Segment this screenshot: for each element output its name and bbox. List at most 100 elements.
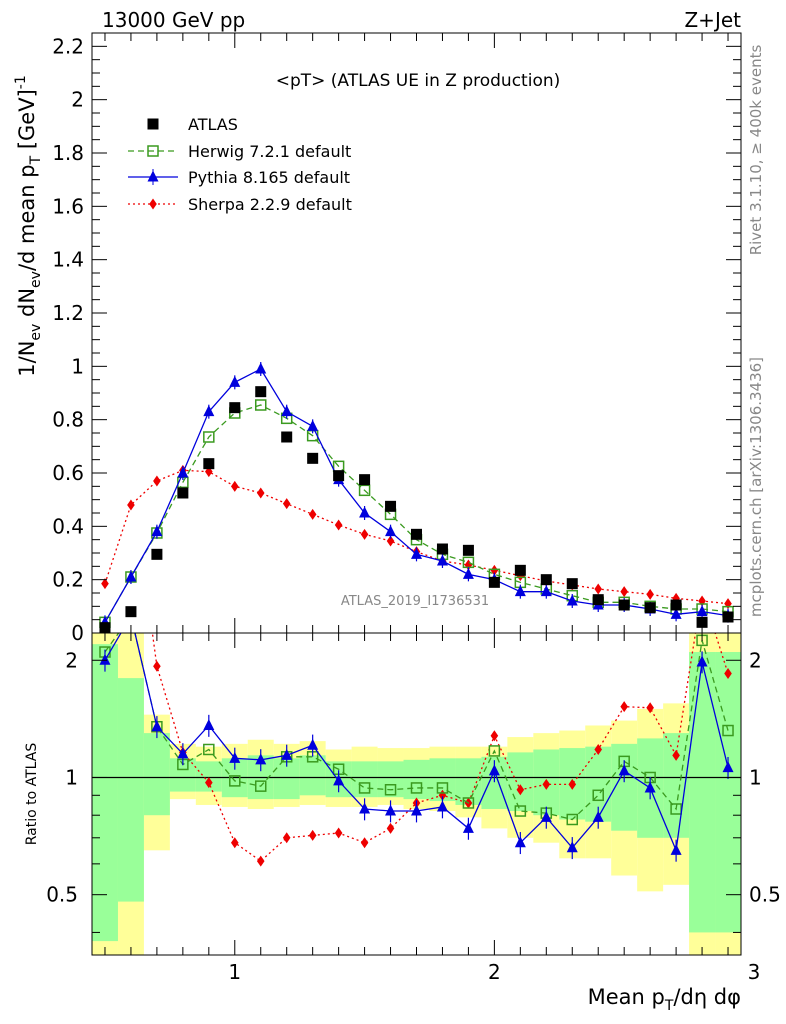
uncertainty-band-inner: [689, 652, 716, 933]
atlas-point: [411, 528, 422, 540]
atlas-point: [385, 500, 397, 512]
pythia-point: [255, 362, 267, 374]
ratio-y-tick-label: 1: [65, 765, 78, 789]
atlas-point: [566, 578, 578, 590]
atlas-point: [618, 599, 630, 611]
pythia-point: [462, 567, 474, 579]
pythia-point: [436, 554, 448, 566]
pythia-point: [203, 405, 215, 417]
legend-pythia-marker: [147, 170, 159, 182]
y-tick-label: 1: [71, 354, 84, 378]
atlas-point: [177, 487, 189, 499]
pythia-point: [307, 419, 319, 431]
ratio-herwig-point: [410, 782, 423, 794]
ratio-pythia-point: [540, 810, 552, 822]
ratio-herwig-point: [488, 745, 501, 757]
ratio-pythia-point: [436, 800, 448, 812]
pythia-point: [566, 594, 578, 606]
atlas-point: [592, 594, 604, 606]
y-tick-label: 2.2: [52, 34, 84, 58]
x-axis-label: Mean pT/dη dφ: [588, 985, 741, 1014]
sherpa-point: [334, 519, 343, 531]
pythia-point: [411, 547, 422, 559]
header-right: Z+Jet: [684, 8, 741, 32]
ratio-pythia-point: [566, 841, 578, 853]
atlas-point: [151, 548, 163, 560]
legend-atlas-label: ATLAS: [188, 115, 238, 134]
legend-sherpa-label: Sherpa 2.2.9 default: [188, 195, 352, 214]
ratio-pythia-point: [618, 764, 630, 776]
atlas-point: [203, 458, 215, 470]
pythia-point: [514, 585, 526, 597]
ratio-herwig-point: [462, 797, 475, 809]
uncertainty-band-inner: [715, 652, 741, 933]
pythia-point: [281, 405, 293, 417]
pythia-point: [151, 525, 163, 537]
uncertainty-band-inner: [92, 644, 118, 942]
ratio-y-tick-label-right: 1: [749, 765, 762, 789]
herwig-point: [203, 431, 215, 443]
atlas-point: [359, 474, 371, 486]
ratio-sherpa-point: [360, 837, 369, 849]
rivet-label: Rivet 3.1.10, ≥ 400k events: [747, 45, 765, 256]
watermark: ATLAS_2019_I1736531: [341, 594, 489, 609]
ratio-sherpa-point: [256, 855, 265, 867]
sherpa-point: [594, 583, 603, 595]
sherpa-point: [282, 498, 291, 510]
ratio-panel: 1 2 3 0.5 0.5 1 1 2 2 Ratio to ATLAS Mean pT/dη …: [24, 469, 781, 1014]
ratio-pythia-point: [592, 810, 604, 822]
ratio-sherpa-point: [127, 469, 135, 480]
legend-herwig-label: Herwig 7.2.1 default: [188, 142, 351, 161]
mcplots-label: mcplots.cern.ch [arXiv:1306.3436]: [747, 357, 765, 617]
x-tick-label: 2: [488, 960, 501, 984]
herwig-point: [254, 399, 267, 411]
ratio-herwig-point: [203, 743, 215, 756]
ratio-sherpa-point: [516, 784, 525, 796]
y-tick-label: 1.8: [52, 141, 84, 165]
y-tick-label: 0.6: [52, 461, 84, 485]
pythia-point: [177, 466, 189, 478]
pythia-line: [104, 368, 729, 623]
ratio-sherpa-point: [672, 749, 680, 761]
y-tick-label: 1.2: [52, 301, 84, 325]
ratio-pythia-point: [385, 804, 397, 816]
x-tick-label: 3: [748, 960, 761, 984]
ratio-sherpa-point: [153, 660, 161, 672]
atlas-point: [644, 602, 656, 614]
atlas-point: [670, 599, 682, 611]
ratio-sherpa-point: [230, 837, 239, 849]
ratio-pythia-point: [229, 751, 241, 763]
ratio-pythia-point: [99, 653, 111, 665]
legend: ATLAS Herwig 7.2.1 default Pythia 8.165 de…: [128, 115, 352, 214]
ratio-pythia-point: [670, 843, 682, 855]
sherpa-point: [724, 598, 732, 610]
ratio-pythia-point: [177, 747, 189, 759]
atlas-point: [722, 611, 734, 623]
y-tick-label: 0.8: [52, 408, 84, 432]
sherpa-point: [646, 588, 654, 600]
y-tick-label: 1.6: [52, 194, 84, 218]
ratio-pythia-point: [411, 804, 422, 816]
ratio-sherpa-point: [646, 702, 654, 714]
ratio-herwig-point: [384, 784, 397, 796]
ratio-pythia-point: [722, 761, 734, 773]
pythia-point: [540, 585, 552, 597]
atlas-point: [514, 564, 526, 576]
atlas-point: [436, 543, 448, 555]
ratio-pythia-point: [514, 836, 526, 848]
uncertainty-band-inner: [143, 733, 170, 816]
ratio-sherpa-point: [594, 743, 603, 755]
atlas-point: [255, 386, 267, 398]
ratio-herwig-point: [229, 775, 241, 787]
ratio-pythia-point: [462, 821, 474, 833]
ratio-sherpa-point: [386, 822, 395, 834]
pythia-point: [385, 525, 397, 537]
y-tick-label: 0: [71, 621, 84, 645]
pythia-point: [359, 506, 371, 518]
atlas-point: [488, 576, 500, 588]
ratio-herwig-point: [592, 789, 604, 802]
ratio-herwig-point: [254, 780, 267, 792]
sherpa-point: [127, 499, 135, 511]
ratio-herwig-line: [104, 633, 729, 821]
